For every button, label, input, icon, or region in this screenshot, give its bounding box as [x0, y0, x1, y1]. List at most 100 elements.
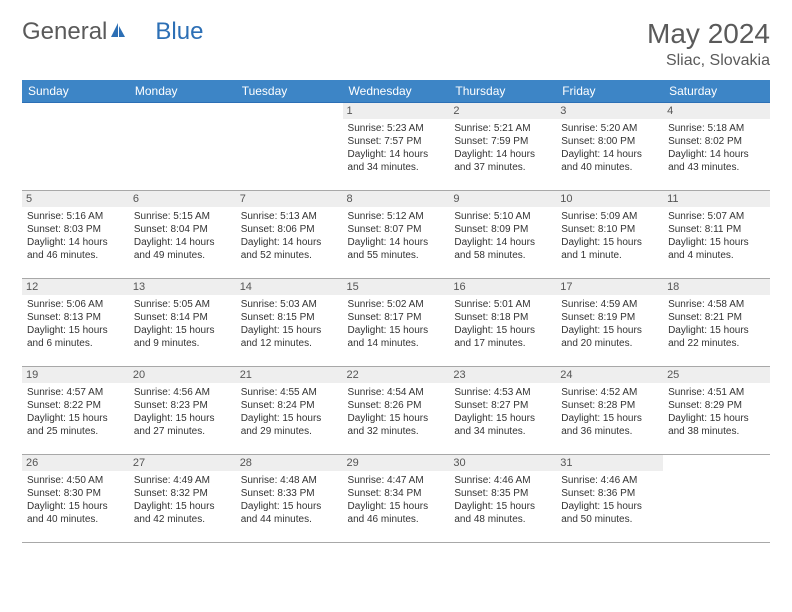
day-header: Friday [556, 80, 663, 103]
day-number: 12 [22, 279, 129, 295]
day-number: 23 [449, 367, 556, 383]
calendar-day-cell: 22Sunrise: 4:54 AMSunset: 8:26 PMDayligh… [343, 367, 450, 455]
calendar-day-cell: 2 Sunrise: 5:21 AMSunset: 7:59 PMDaylight… [449, 103, 556, 191]
day-number: 17 [556, 279, 663, 295]
calendar-day-cell: 26 Sunrise: 4:50 AMSunset: 8:30 PMDayligh… [22, 455, 129, 543]
calendar-day-cell: 8Sunrise: 5:12 AMSunset: 8:07 PMDaylight… [343, 191, 450, 279]
title-month: May 2024 [647, 18, 770, 50]
calendar-page: General Blue May 2024 Sliac, Slovakia Su… [0, 0, 792, 561]
day-number: 20 [129, 367, 236, 383]
calendar-day-cell [663, 455, 770, 543]
day-entry: Sunrise: 5:21 AMSunset: 7:59 PMDaylight:… [454, 122, 551, 174]
day-entry: Sunrise: 5:03 AMSunset: 8:15 PMDaylight:… [241, 298, 338, 350]
day-entry: Sunrise: 4:57 AMSunset: 8:22 PMDaylight:… [27, 386, 124, 438]
calendar-week-row: 5 Sunrise: 5:16 AMSunset: 8:03 PMDaylight… [22, 191, 770, 279]
day-entry: Sunrise: 5:16 AMSunset: 8:03 PMDaylight:… [27, 210, 124, 262]
day-number: 3 [556, 103, 663, 119]
day-entry: Sunrise: 4:52 AMSunset: 8:28 PMDaylight:… [561, 386, 658, 438]
day-entry: Sunrise: 5:01 AMSunset: 8:18 PMDaylight:… [454, 298, 551, 350]
calendar-week-row: 19 Sunrise: 4:57 AMSunset: 8:22 PMDayligh… [22, 367, 770, 455]
day-entry: Sunrise: 4:46 AMSunset: 8:36 PMDaylight:… [561, 474, 658, 526]
calendar-day-cell: 4 Sunrise: 5:18 AMSunset: 8:02 PMDaylight… [663, 103, 770, 191]
calendar-day-cell [129, 103, 236, 191]
calendar-day-cell: 15Sunrise: 5:02 AMSunset: 8:17 PMDayligh… [343, 279, 450, 367]
title-block: May 2024 Sliac, Slovakia [647, 18, 770, 70]
day-number: 31 [556, 455, 663, 471]
day-header-row: SundayMondayTuesdayWednesdayThursdayFrid… [22, 80, 770, 103]
day-entry: Sunrise: 5:02 AMSunset: 8:17 PMDaylight:… [348, 298, 445, 350]
day-header: Monday [129, 80, 236, 103]
calendar-day-cell: 10 Sunrise: 5:09 AMSunset: 8:10 PMDayligh… [556, 191, 663, 279]
day-entry: Sunrise: 4:59 AMSunset: 8:19 PMDaylight:… [561, 298, 658, 350]
calendar-day-cell: 30Sunrise: 4:46 AMSunset: 8:35 PMDayligh… [449, 455, 556, 543]
day-entry: Sunrise: 4:49 AMSunset: 8:32 PMDaylight:… [134, 474, 231, 526]
day-number: 19 [22, 367, 129, 383]
day-entry: Sunrise: 5:06 AMSunset: 8:13 PMDaylight:… [27, 298, 124, 350]
day-number: 14 [236, 279, 343, 295]
day-number: 26 [22, 455, 129, 471]
calendar-day-cell: 5 Sunrise: 5:16 AMSunset: 8:03 PMDaylight… [22, 191, 129, 279]
calendar-day-cell: 21 Sunrise: 4:55 AMSunset: 8:24 PMDayligh… [236, 367, 343, 455]
calendar-day-cell: 18Sunrise: 4:58 AMSunset: 8:21 PMDayligh… [663, 279, 770, 367]
calendar-day-cell: 25Sunrise: 4:51 AMSunset: 8:29 PMDayligh… [663, 367, 770, 455]
calendar-day-cell: 20Sunrise: 4:56 AMSunset: 8:23 PMDayligh… [129, 367, 236, 455]
day-entry: Sunrise: 4:48 AMSunset: 8:33 PMDaylight:… [241, 474, 338, 526]
calendar-day-cell [22, 103, 129, 191]
day-number: 16 [449, 279, 556, 295]
day-number: 29 [343, 455, 450, 471]
header: General Blue May 2024 Sliac, Slovakia [22, 18, 770, 70]
calendar-day-cell: 12 Sunrise: 5:06 AMSunset: 8:13 PMDayligh… [22, 279, 129, 367]
day-number: 6 [129, 191, 236, 207]
day-number: 2 [449, 103, 556, 119]
sail-icon [109, 18, 127, 46]
day-entry: Sunrise: 5:15 AMSunset: 8:04 PMDaylight:… [134, 210, 231, 262]
day-header: Thursday [449, 80, 556, 103]
calendar-day-cell [236, 103, 343, 191]
day-entry: Sunrise: 5:18 AMSunset: 8:02 PMDaylight:… [668, 122, 765, 174]
calendar-week-row: 1 Sunrise: 5:23 AMSunset: 7:57 PMDaylight… [22, 103, 770, 191]
brand-text-1: General [22, 18, 107, 46]
day-number: 10 [556, 191, 663, 207]
calendar-day-cell: 1 Sunrise: 5:23 AMSunset: 7:57 PMDaylight… [343, 103, 450, 191]
day-header: Wednesday [343, 80, 450, 103]
day-entry: Sunrise: 5:13 AMSunset: 8:06 PMDaylight:… [241, 210, 338, 262]
calendar-day-cell: 3 Sunrise: 5:20 AMSunset: 8:00 PMDaylight… [556, 103, 663, 191]
day-number: 4 [663, 103, 770, 119]
day-number: 25 [663, 367, 770, 383]
day-number: 8 [343, 191, 450, 207]
day-number: 22 [343, 367, 450, 383]
calendar-table: SundayMondayTuesdayWednesdayThursdayFrid… [22, 80, 770, 543]
calendar-day-cell: 13 Sunrise: 5:05 AMSunset: 8:14 PMDayligh… [129, 279, 236, 367]
day-header: Saturday [663, 80, 770, 103]
day-entry: Sunrise: 4:53 AMSunset: 8:27 PMDaylight:… [454, 386, 551, 438]
day-entry: Sunrise: 5:10 AMSunset: 8:09 PMDaylight:… [454, 210, 551, 262]
title-location: Sliac, Slovakia [647, 52, 770, 70]
day-number: 7 [236, 191, 343, 207]
calendar-day-cell: 19 Sunrise: 4:57 AMSunset: 8:22 PMDayligh… [22, 367, 129, 455]
day-number: 1 [343, 103, 450, 119]
day-entry: Sunrise: 4:55 AMSunset: 8:24 PMDaylight:… [241, 386, 338, 438]
calendar-day-cell: 16 Sunrise: 5:01 AMSunset: 8:18 PMDayligh… [449, 279, 556, 367]
day-number: 21 [236, 367, 343, 383]
day-entry: Sunrise: 4:50 AMSunset: 8:30 PMDaylight:… [27, 474, 124, 526]
calendar-week-row: 26 Sunrise: 4:50 AMSunset: 8:30 PMDayligh… [22, 455, 770, 543]
calendar-week-row: 12 Sunrise: 5:06 AMSunset: 8:13 PMDayligh… [22, 279, 770, 367]
calendar-day-cell: 27 Sunrise: 4:49 AMSunset: 8:32 PMDayligh… [129, 455, 236, 543]
day-entry: Sunrise: 5:20 AMSunset: 8:00 PMDaylight:… [561, 122, 658, 174]
day-entry: Sunrise: 5:07 AMSunset: 8:11 PMDaylight:… [668, 210, 765, 262]
day-number: 30 [449, 455, 556, 471]
day-number: 13 [129, 279, 236, 295]
calendar-day-cell: 14 Sunrise: 5:03 AMSunset: 8:15 PMDayligh… [236, 279, 343, 367]
day-number: 9 [449, 191, 556, 207]
day-entry: Sunrise: 5:05 AMSunset: 8:14 PMDaylight:… [134, 298, 231, 350]
calendar-day-cell: 24Sunrise: 4:52 AMSunset: 8:28 PMDayligh… [556, 367, 663, 455]
brand-text-2: Blue [155, 18, 203, 46]
brand-logo: General Blue [22, 18, 203, 46]
day-entry: Sunrise: 5:23 AMSunset: 7:57 PMDaylight:… [348, 122, 445, 174]
calendar-day-cell: 31 Sunrise: 4:46 AMSunset: 8:36 PMDayligh… [556, 455, 663, 543]
day-number: 18 [663, 279, 770, 295]
day-header: Sunday [22, 80, 129, 103]
day-number: 5 [22, 191, 129, 207]
day-number: 27 [129, 455, 236, 471]
day-entry: Sunrise: 5:09 AMSunset: 8:10 PMDaylight:… [561, 210, 658, 262]
